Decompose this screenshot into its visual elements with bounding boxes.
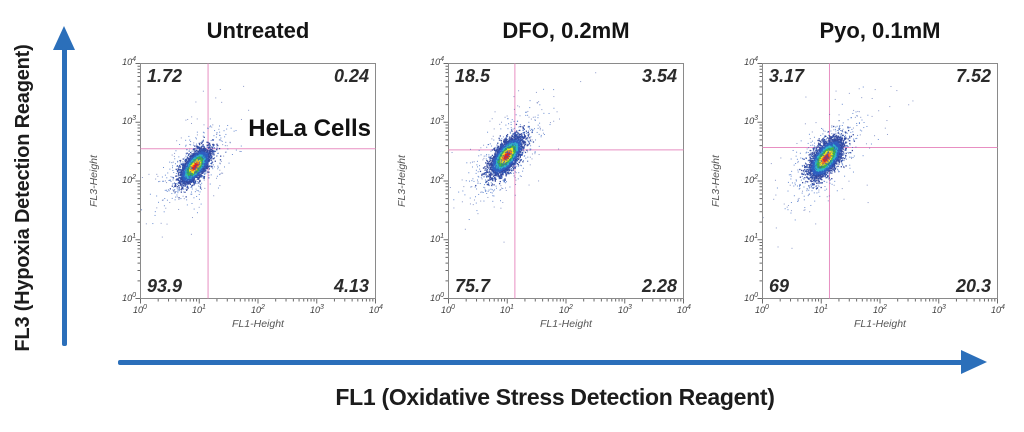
panel-pyo: Pyo, 0.1mM FL3-Height 104 103 102 101 100 3.… xyxy=(710,8,1022,348)
tick-label: 100 xyxy=(133,304,147,315)
quadrant-lower-right-percent: 4.13 xyxy=(333,276,369,296)
y-axis-arrow xyxy=(62,48,67,346)
tick-label: 104 xyxy=(991,304,1005,315)
x-axis-label: FL1-Height xyxy=(232,318,284,330)
x-axis-label: FL1-Height xyxy=(854,318,906,330)
x-tick-labels: 100 101 102 103 104 xyxy=(755,304,1005,317)
quadrant-upper-right-percent: 0.24 xyxy=(333,66,369,86)
tick-label: 101 xyxy=(500,304,514,315)
quadrant-upper-right-percent: 3.54 xyxy=(641,66,677,86)
tick-label: 100 xyxy=(755,304,769,315)
tick-label: 102 xyxy=(251,304,265,315)
quadrant-lower-left-percent: 75.7 xyxy=(455,276,491,296)
plot-area: 18.5 3.54 75.7 2.28 xyxy=(438,63,684,309)
tick-label: 104 xyxy=(369,304,383,315)
arrow-up-icon xyxy=(53,26,75,50)
quadrant-lower-right-percent: 2.28 xyxy=(641,276,677,296)
tick-label: 103 xyxy=(310,304,324,315)
tick-label: 103 xyxy=(618,304,632,315)
tick-label: 104 xyxy=(122,56,136,67)
tick-label: 104 xyxy=(430,56,444,67)
tick-label: 104 xyxy=(677,304,691,315)
quadrant-lower-left-percent: 69 xyxy=(769,276,790,296)
y-axis-label: FL3-Height xyxy=(396,155,408,207)
x-axis-label: FL1-Height xyxy=(540,318,592,330)
tick-label: 101 xyxy=(814,304,828,315)
plot-area: 3.17 7.52 69 20.3 xyxy=(752,63,998,309)
scatter-density-canvas xyxy=(438,63,684,309)
tick-label: 102 xyxy=(873,304,887,315)
quadrant-lower-right-percent: 20.3 xyxy=(955,276,991,296)
panel-title: DFO, 0.2mM xyxy=(502,18,630,43)
y-axis-arrow-label: FL3 (Hypoxia Detection Reagent) xyxy=(12,44,34,352)
x-tick-labels: 100 101 102 103 104 xyxy=(133,304,383,317)
y-axis-label: FL3-Height xyxy=(88,155,100,207)
panel-dfo: DFO, 0.2mM FL3-Height 104 103 102 101 100 18… xyxy=(396,8,708,348)
tick-label: 101 xyxy=(192,304,206,315)
x-tick-labels: 100 101 102 103 104 xyxy=(441,304,691,317)
arrow-right-icon xyxy=(961,350,987,374)
x-axis-arrow-label: FL1 (Oxidative Stress Detection Reagent) xyxy=(335,384,775,410)
tick-label: 104 xyxy=(744,56,758,67)
tick-label: 102 xyxy=(559,304,573,315)
scatter-density-canvas xyxy=(130,63,376,309)
panel-untreated: Untreated FL3-Height 104 103 102 101 100 1.7… xyxy=(88,8,400,348)
panel-title: Pyo, 0.1mM xyxy=(819,18,941,43)
scatter-density-canvas xyxy=(752,63,998,309)
cell-line-annotation: HeLa Cells xyxy=(248,115,371,142)
tick-label: 100 xyxy=(441,304,455,315)
panel-title: Untreated xyxy=(206,18,310,43)
quadrant-upper-left-percent: 1.72 xyxy=(147,66,183,86)
y-axis-label: FL3-Height xyxy=(710,155,722,207)
tick-label: 103 xyxy=(932,304,946,315)
quadrant-upper-right-percent: 7.52 xyxy=(955,66,991,86)
x-axis-arrow xyxy=(118,360,963,365)
quadrant-upper-left-percent: 3.17 xyxy=(769,66,805,86)
plot-area: 1.72 0.24 93.9 4.13 HeLa Cells xyxy=(130,63,376,309)
quadrant-lower-left-percent: 93.9 xyxy=(147,276,183,296)
quadrant-upper-left-percent: 18.5 xyxy=(455,66,491,86)
